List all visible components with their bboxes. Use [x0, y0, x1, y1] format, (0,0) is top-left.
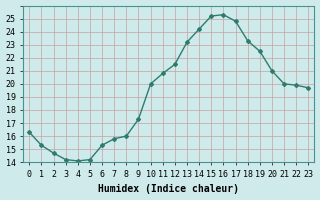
X-axis label: Humidex (Indice chaleur): Humidex (Indice chaleur) — [98, 184, 239, 194]
